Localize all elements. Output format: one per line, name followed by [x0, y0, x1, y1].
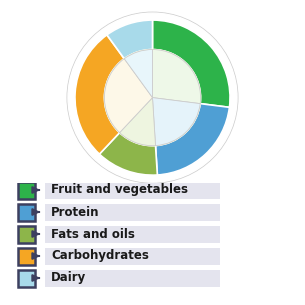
Bar: [45, 225, 220, 242]
Wedge shape: [107, 20, 152, 59]
Bar: [45, 203, 220, 221]
Wedge shape: [104, 59, 152, 133]
Bar: [45, 270, 220, 286]
Wedge shape: [99, 133, 157, 175]
Text: Protein: Protein: [51, 206, 99, 218]
Wedge shape: [120, 98, 156, 146]
Bar: [18, 225, 35, 242]
Wedge shape: [75, 35, 124, 154]
Wedge shape: [152, 20, 230, 107]
Text: Fats and oils: Fats and oils: [51, 228, 135, 241]
Bar: [45, 181, 220, 199]
Bar: [18, 247, 35, 264]
Bar: [45, 247, 220, 264]
Text: Carbohydrates: Carbohydrates: [51, 249, 149, 263]
Wedge shape: [152, 98, 200, 145]
Circle shape: [67, 12, 238, 183]
Wedge shape: [124, 49, 152, 98]
Wedge shape: [152, 49, 201, 104]
Circle shape: [68, 13, 237, 182]
Wedge shape: [156, 104, 229, 175]
Bar: [18, 270, 35, 286]
Text: Fruit and vegetables: Fruit and vegetables: [51, 184, 188, 196]
Circle shape: [104, 49, 201, 146]
Bar: [18, 203, 35, 221]
Text: Dairy: Dairy: [51, 271, 86, 285]
Bar: [18, 181, 35, 199]
